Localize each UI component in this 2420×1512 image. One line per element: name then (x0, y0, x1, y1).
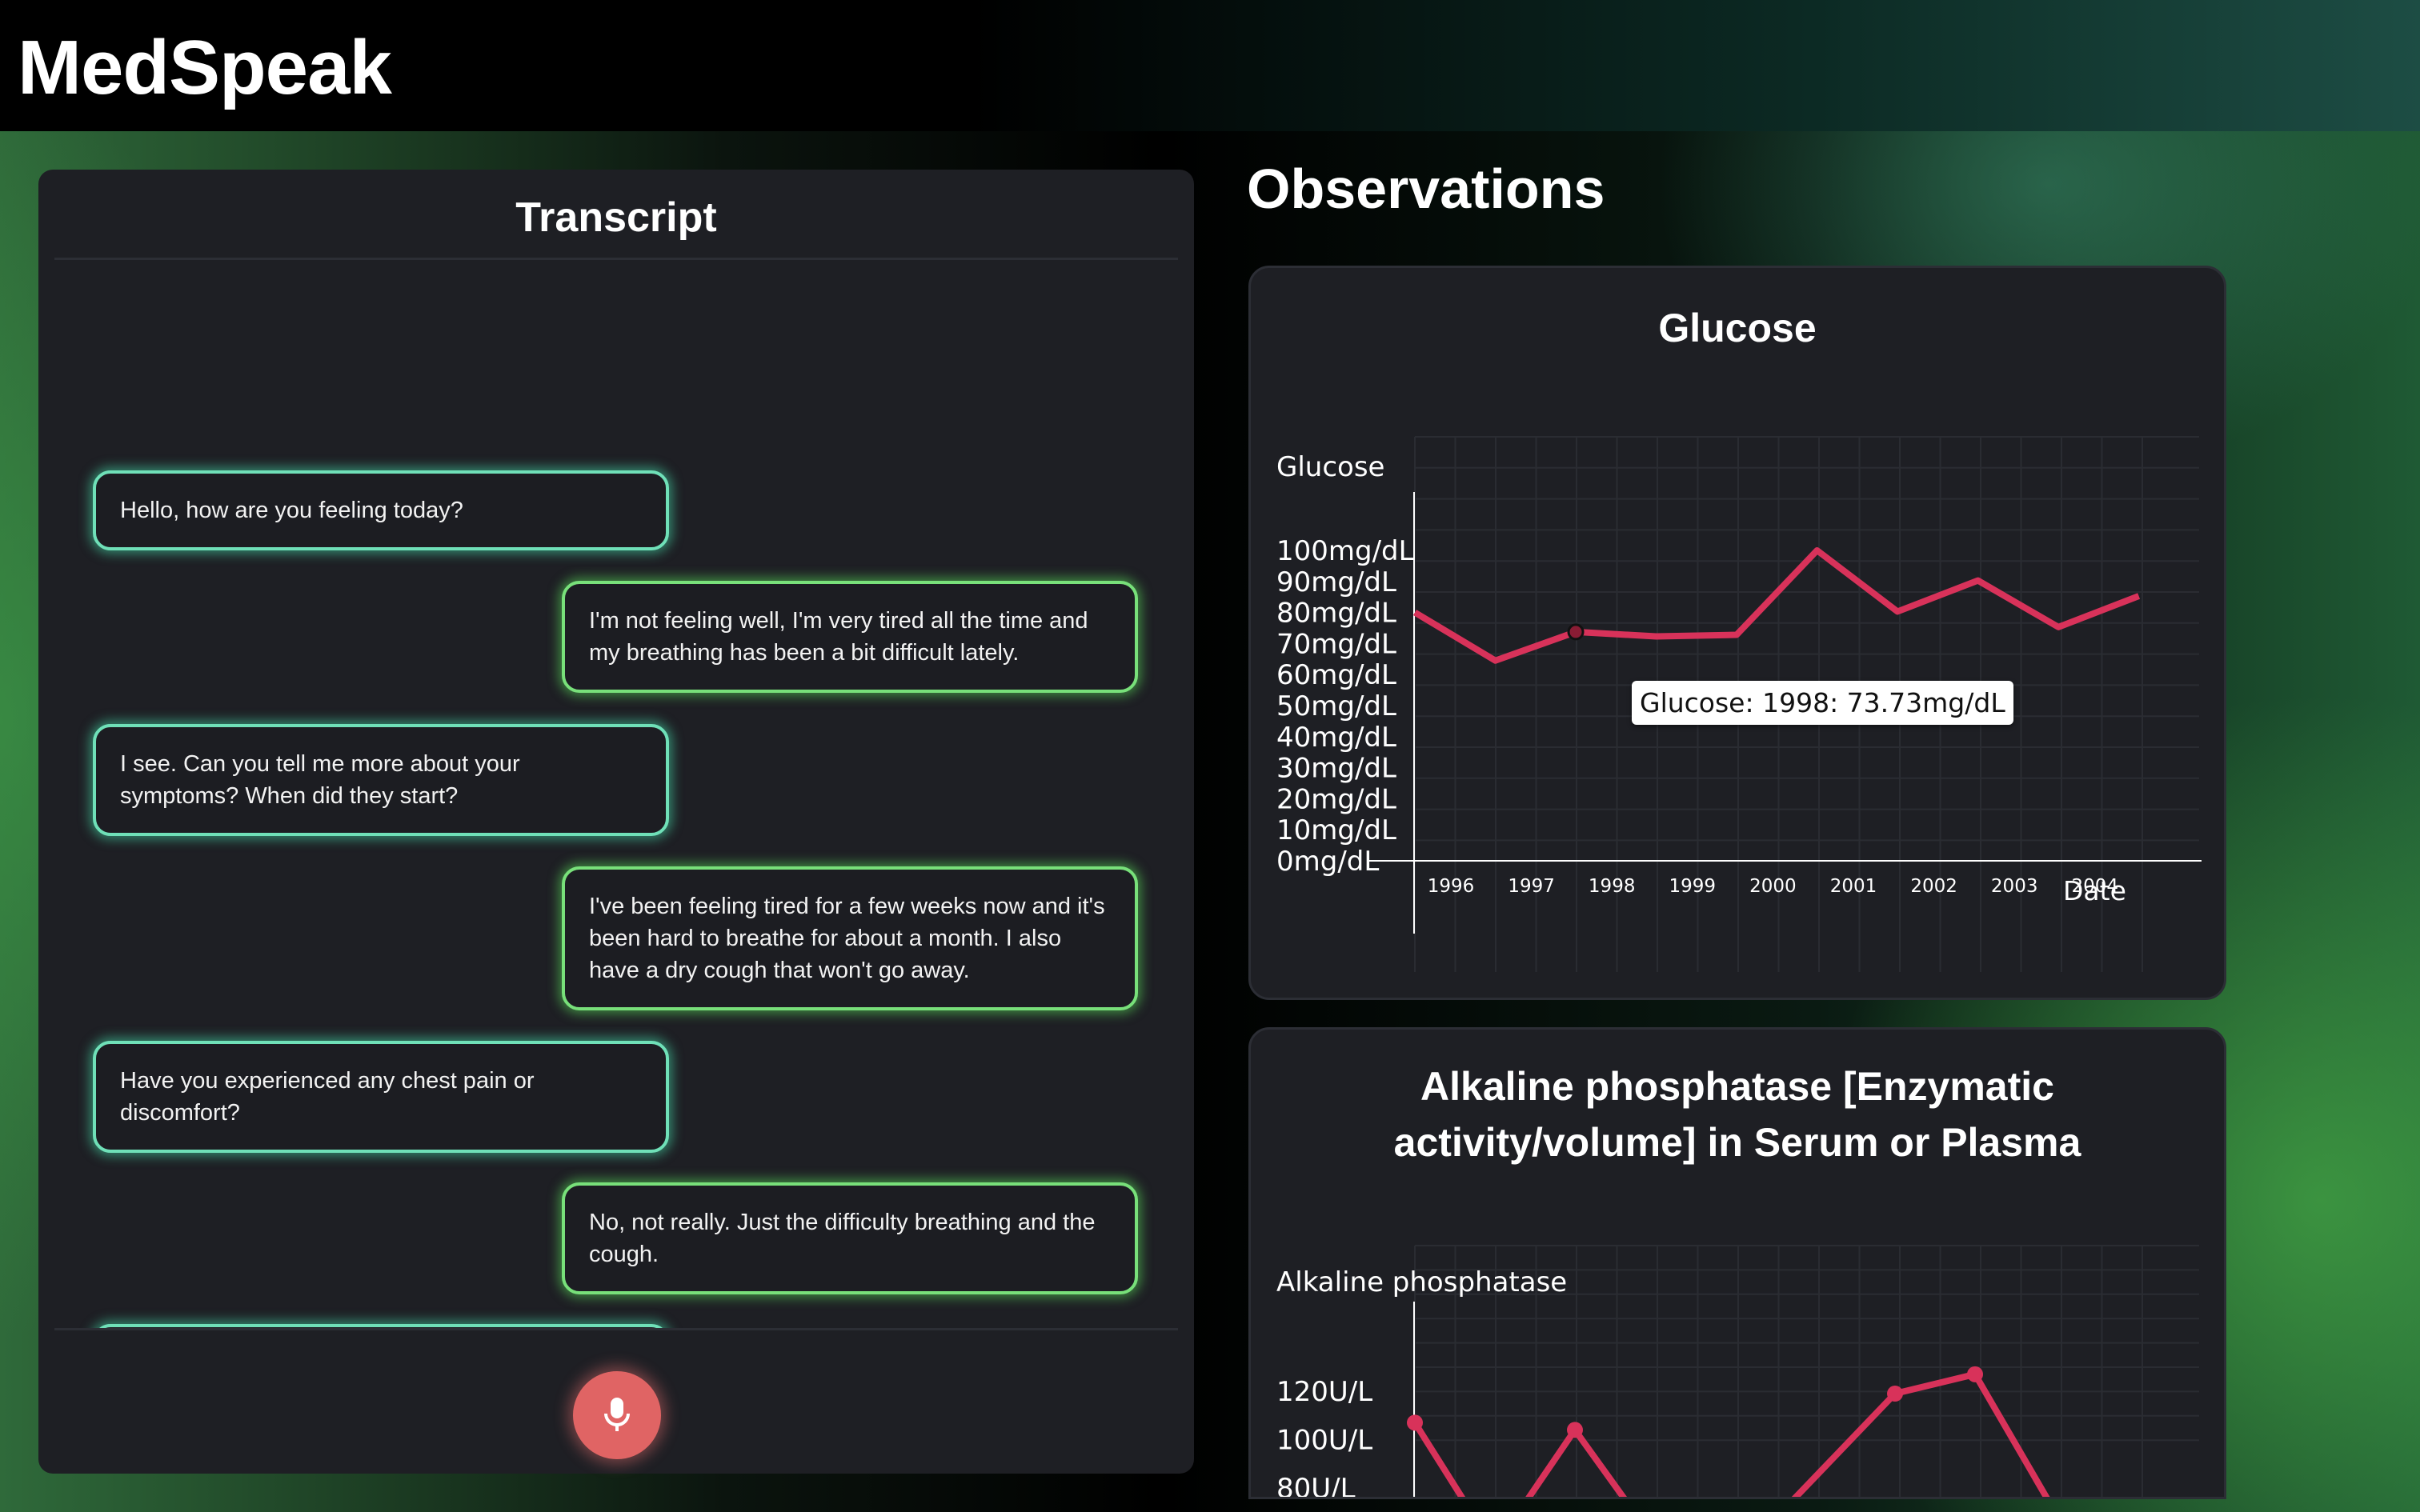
x-tick-label: 1996 (1428, 876, 1475, 897)
x-tick-label: 1997 (1508, 876, 1555, 897)
chart-tooltip: Glucose: 1998: 73.73mg/dL (1632, 681, 2013, 725)
y-tick-label: 80U/L (1276, 1473, 1356, 1499)
app-title: MedSpeak (18, 25, 392, 110)
x-tick-label: 2002 (1910, 876, 1957, 897)
y-tick-label: 10mg/dL (1276, 814, 1396, 846)
glucose-chart[interactable]: Glucose 0mg/dL10mg/dL20mg/dL30mg/dL40mg/d… (1251, 268, 2229, 1002)
y-tick-label: 0mg/dL (1276, 846, 1379, 878)
patient-message: No, not really. Just the difficulty brea… (562, 1182, 1138, 1294)
microphone-icon (604, 1398, 630, 1431)
x-tick-label: 1998 (1589, 876, 1636, 897)
chart-title: Glucose (1658, 306, 1817, 350)
y-axis-label: Alkaline phosphatase (1276, 1266, 1567, 1298)
y-tick-label: 40mg/dL (1276, 722, 1396, 754)
alkaline-phosphatase-series-line (1412, 1370, 2050, 1497)
y-tick-label: 90mg/dL (1276, 566, 1396, 598)
patient-message: I've been feeling tired for a few weeks … (562, 866, 1138, 1010)
x-tick-label: 2003 (1991, 876, 2038, 897)
alkaline-phosphatase-chart-card: Alkaline phosphatase 120U/L 100U/L 80U/L Al… (1248, 1027, 2226, 1499)
y-tick-label: 70mg/dL (1276, 628, 1396, 660)
divider (54, 258, 1178, 260)
transcript-title: Transcript (515, 194, 717, 241)
x-axis-label: Date (2063, 875, 2126, 906)
data-point-highlight (1567, 623, 1585, 641)
y-tick-label: 30mg/dL (1276, 753, 1396, 785)
doctor-message: I see. Can you tell me more about your s… (93, 724, 669, 836)
record-button[interactable] (573, 1371, 661, 1459)
y-axis-label: Glucose (1276, 451, 1384, 483)
glucose-series-line (1412, 547, 2141, 664)
y-tick-label: 60mg/dL (1276, 659, 1396, 691)
observations-title: Observations (1247, 158, 1605, 220)
y-tick-label: 100mg/dL (1276, 535, 1414, 567)
top-bar: MedSpeak (0, 0, 2420, 131)
divider (54, 1328, 1178, 1330)
x-tick-label: 1999 (1669, 876, 1717, 897)
doctor-message: Hello, how are you feeling today? (93, 470, 669, 550)
x-tick-label: 2004 (2072, 876, 2119, 897)
data-point (1887, 1386, 1903, 1402)
y-tick-label: 120U/L (1276, 1376, 1372, 1408)
data-point (1407, 1414, 1423, 1431)
patient-message: I'm not feeling well, I'm very tired all… (562, 581, 1138, 693)
message-list[interactable]: Hello, how are you feeling today? I'm no… (38, 260, 1194, 1328)
y-tick-label: 100U/L (1276, 1425, 1372, 1457)
data-point (1567, 1422, 1583, 1438)
x-tick-label: 2000 (1749, 876, 1797, 897)
glucose-chart-card: Glucose 0mg/dL 10mg/dL 20mg/dL 30mg/dL 40mg/d… (1248, 266, 2226, 1000)
data-point (1967, 1366, 1983, 1382)
y-tick-label: 80mg/dL (1276, 598, 1396, 630)
y-tick-label: 50mg/dL (1276, 690, 1396, 722)
alkaline-phosphatase-chart[interactable]: Alkaline phosphatase 120U/L 100U/L 80U/L (1251, 1030, 2226, 1499)
y-tick-label: 20mg/dL (1276, 783, 1396, 815)
x-tick-label: 2001 (1830, 876, 1877, 897)
transcript-panel: Transcript Hello, how are you feeling to… (38, 170, 1194, 1474)
doctor-message: Have you experienced any chest pain or d… (93, 1041, 669, 1153)
chart-title: Alkaline phosphatase [Enzymatic activity… (1393, 1064, 2081, 1165)
